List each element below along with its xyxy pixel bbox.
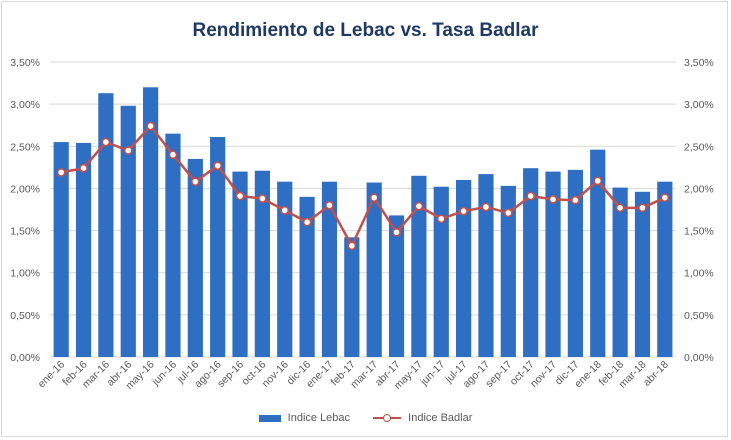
line-point — [526, 191, 536, 201]
line-point — [615, 203, 625, 213]
y-tick-label: 2,50% — [10, 141, 40, 153]
line-point — [101, 137, 111, 147]
bar — [187, 158, 203, 357]
bar — [411, 175, 427, 357]
line-point — [213, 161, 223, 171]
y-tick-label: 0,00% — [10, 352, 40, 364]
line-point — [392, 227, 401, 237]
legend-label-lebac: Indice Lebac — [287, 412, 351, 425]
line-point — [168, 150, 178, 160]
x-tick-label: ene-16 — [36, 359, 68, 391]
y2-tick-label: 1,50% — [684, 226, 714, 238]
line-point — [593, 176, 603, 186]
series-line — [60, 124, 666, 249]
y2-tick-label: 1,00% — [684, 268, 714, 280]
legend-swatch-line — [373, 414, 402, 423]
line-point — [79, 163, 88, 173]
y2-tick-label: 3,00% — [684, 99, 714, 111]
line-point — [436, 214, 446, 224]
legend-item-badlar: Indice Badlar — [373, 412, 472, 424]
line-point — [302, 217, 312, 227]
y-tick-label: 0,50% — [10, 310, 40, 322]
bar — [299, 196, 315, 357]
legend: Indice Lebac Indice Badlar — [0, 412, 731, 424]
bar — [388, 215, 405, 357]
bar — [478, 174, 494, 357]
y-tick-label: 1,00% — [10, 268, 40, 280]
y2-tick-label: 2,50% — [684, 141, 714, 153]
line-point — [123, 146, 133, 155]
line-point — [56, 168, 66, 177]
y-tick-label: 1,50% — [10, 226, 40, 238]
bar — [98, 93, 114, 357]
bar — [120, 105, 136, 357]
bar — [523, 168, 539, 357]
y-tick-label: 2,00% — [10, 183, 40, 195]
line-point — [146, 121, 156, 131]
bar — [590, 149, 606, 357]
legend-swatch-bar — [258, 414, 281, 422]
bar — [344, 237, 360, 357]
bar — [657, 181, 673, 357]
bar — [567, 169, 583, 357]
line-point — [235, 191, 245, 201]
line-point — [414, 201, 424, 211]
line-point — [660, 193, 670, 203]
bar — [254, 170, 270, 357]
y2-tick-label: 3,50% — [684, 57, 714, 69]
line-point — [369, 193, 379, 203]
line-point — [325, 200, 334, 210]
bar — [53, 142, 69, 357]
bar — [612, 187, 628, 357]
line-point — [548, 194, 558, 204]
line-point — [570, 195, 580, 205]
bar — [210, 137, 226, 357]
y2-tick-label: 2,00% — [684, 183, 714, 195]
y2-tick-label: 0,00% — [684, 352, 714, 364]
bar — [433, 186, 449, 357]
line-point — [347, 241, 357, 251]
bar — [500, 185, 516, 357]
line-point — [280, 205, 290, 215]
bar — [75, 142, 92, 357]
legend-label-badlar: Indice Badlar — [408, 412, 473, 425]
line-point — [503, 208, 513, 218]
line-point — [481, 202, 491, 212]
line-point — [257, 194, 267, 203]
bar — [232, 171, 248, 357]
bar — [366, 182, 382, 357]
y2-tick-label: 0,50% — [684, 310, 714, 322]
line-point — [190, 177, 200, 187]
y-tick-label: 3,00% — [10, 99, 40, 111]
legend-item-lebac: Indice Lebac — [258, 412, 351, 425]
y-tick-label: 3,50% — [10, 57, 40, 69]
bar — [321, 181, 338, 357]
x-tick-label: jun-17 — [418, 359, 448, 389]
bar — [545, 171, 561, 357]
bar — [165, 133, 181, 357]
x-tick-label: abr-18 — [641, 359, 671, 389]
bar — [143, 87, 159, 358]
bar — [634, 191, 651, 357]
chart-title: Rendimiento de Lebac vs. Tasa Badlar — [192, 20, 539, 41]
bar — [277, 181, 293, 357]
line-point — [459, 206, 469, 216]
x-tick-label: jun-16 — [149, 359, 179, 389]
bar — [456, 180, 472, 357]
line-point — [638, 203, 647, 213]
